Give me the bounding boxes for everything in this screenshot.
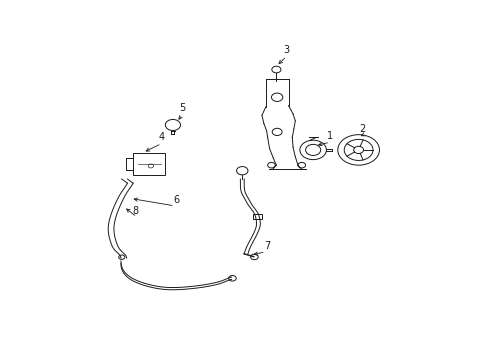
Bar	[133, 153, 165, 175]
Text: 1: 1	[326, 131, 333, 141]
Text: 8: 8	[132, 206, 138, 216]
Text: 5: 5	[179, 103, 185, 113]
Text: 4: 4	[158, 132, 164, 143]
Text: 7: 7	[264, 240, 270, 251]
Text: 6: 6	[173, 195, 180, 205]
Text: 3: 3	[283, 45, 289, 55]
Text: 2: 2	[359, 124, 365, 134]
Bar	[252, 214, 261, 219]
